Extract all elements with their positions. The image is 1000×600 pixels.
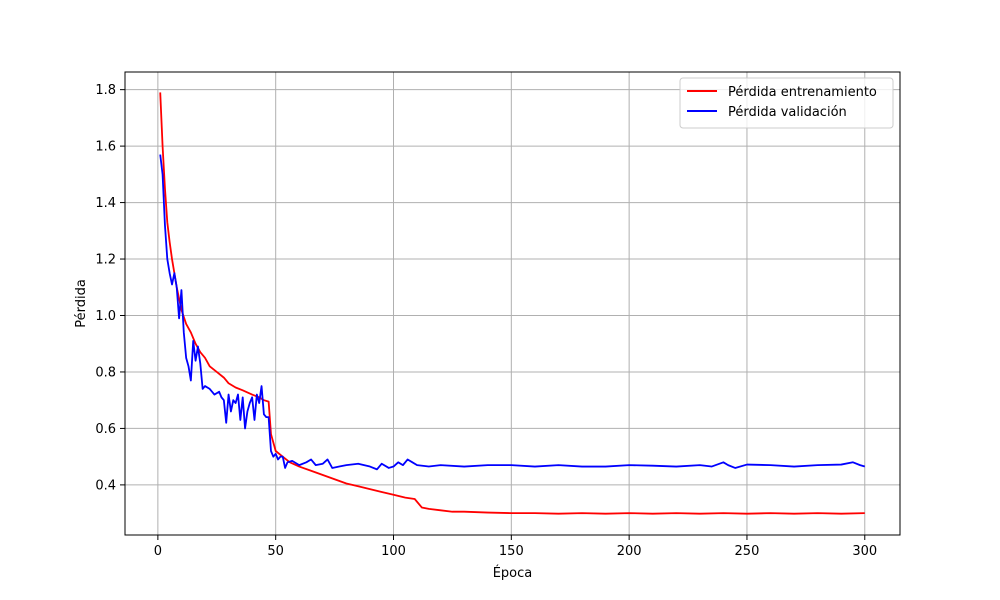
legend-label-validation: Pérdida validación [728, 105, 847, 120]
legend-box [679, 77, 894, 129]
legend-label-training: Pérdida entrenamiento [728, 85, 877, 100]
y-tick-label: 1.4 [95, 196, 116, 211]
x-axis-label: Época [493, 565, 533, 581]
plot-frame [124, 71, 901, 536]
series-line-validation [159, 154, 866, 471]
y-tick-label: 0.4 [95, 478, 116, 493]
x-tick-label: 50 [267, 544, 284, 559]
series-line-training [159, 92, 865, 515]
x-tick-label: 250 [735, 544, 760, 559]
x-tick-label: 100 [381, 544, 406, 559]
y-tick-label: 1.0 [95, 309, 116, 324]
legend: Pérdida entrenamiento Pérdida validación [679, 77, 894, 129]
y-tick-label: 1.2 [95, 253, 116, 268]
series-lines [159, 92, 866, 515]
x-tick-label: 150 [499, 544, 524, 559]
y-axis-ticks: 0.4 0.6 0.8 1.0 1.2 1.4 1.6 1.8 [95, 83, 125, 493]
y-tick-label: 1.6 [95, 140, 116, 155]
x-tick-label: 200 [617, 544, 642, 559]
y-tick-label: 0.6 [95, 422, 116, 437]
y-axis-label: Pérdida [74, 279, 89, 328]
grid [125, 72, 900, 535]
x-tick-label: 300 [852, 544, 877, 559]
x-tick-label: 0 [154, 544, 162, 559]
x-axis-ticks: 0 50 100 150 200 250 300 [154, 535, 877, 559]
y-tick-label: 1.8 [95, 83, 116, 98]
y-tick-label: 0.8 [95, 365, 116, 380]
